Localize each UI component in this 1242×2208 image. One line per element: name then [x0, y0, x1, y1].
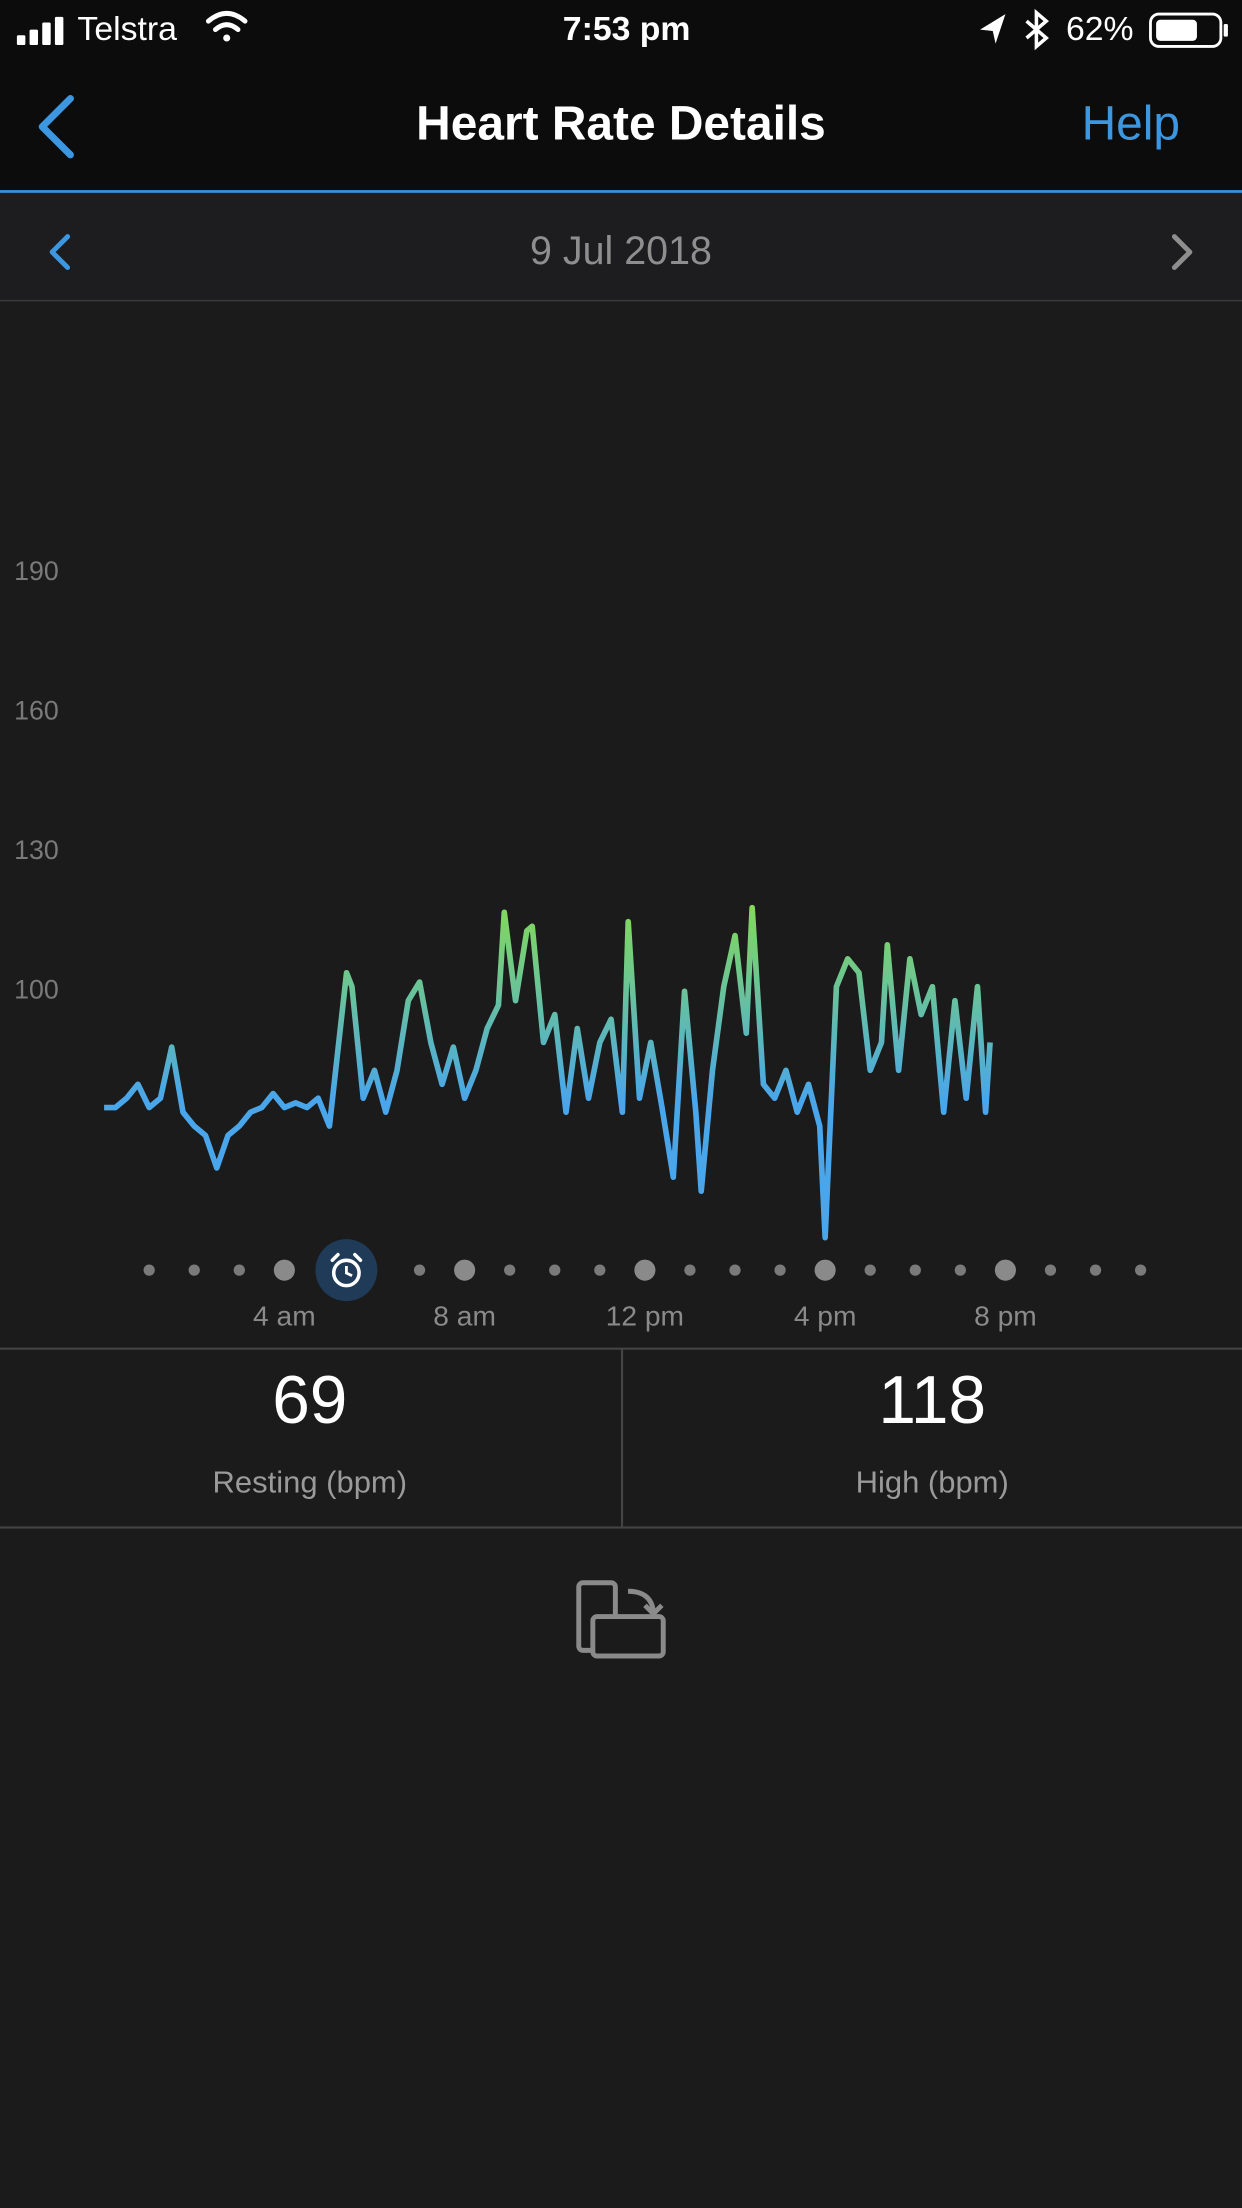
x-tick-label: 8 pm — [974, 1300, 1037, 1331]
bluetooth-icon — [1025, 8, 1049, 51]
chart: 100 130 160 190 4 am 8 am 12 pm 4 pm 8 pm — [14, 556, 1147, 1331]
hour-dot — [909, 1264, 921, 1276]
x-tick-dot — [273, 1259, 295, 1281]
date: 9 Jul 2018 — [530, 229, 712, 273]
previous-day[interactable] — [49, 234, 71, 271]
stats-divider-top — [0, 1347, 1242, 1350]
heart-rate-line — [104, 904, 993, 1241]
hour-dot — [549, 1264, 561, 1276]
y-tick-label: 100 — [14, 974, 59, 1004]
high-value: 118 — [878, 1363, 986, 1438]
next-day[interactable] — [1171, 234, 1193, 271]
x-tick-label: 8 am — [433, 1300, 496, 1331]
hour-dot — [684, 1264, 696, 1276]
x-tick-dot — [994, 1259, 1016, 1281]
wifi-icon — [205, 10, 248, 42]
hour-dot — [1134, 1264, 1147, 1276]
x-tick-dot — [454, 1259, 476, 1281]
hour-dot — [188, 1264, 200, 1276]
battery-percent: 62% — [1066, 10, 1134, 48]
clock: 7:53 pm — [563, 10, 691, 48]
hour-dot — [864, 1264, 876, 1276]
signal-icon — [16, 16, 64, 46]
hour-dot — [233, 1264, 245, 1276]
stats-divider-bottom — [0, 1526, 1242, 1529]
x-tick-label: 12 pm — [606, 1300, 684, 1331]
battery-icon — [1149, 12, 1228, 48]
hour-dot — [774, 1264, 786, 1276]
x-tick-label: 4 am — [253, 1300, 316, 1331]
back-button[interactable] — [38, 95, 74, 159]
hour-dot — [413, 1264, 426, 1276]
location-icon — [980, 14, 1006, 44]
y-tick-label: 160 — [14, 696, 59, 726]
y-tick-label: 190 — [14, 556, 59, 586]
hour-dot — [143, 1264, 155, 1276]
date-bar — [0, 192, 1242, 300]
nav-title: Heart Rate Details — [416, 97, 826, 150]
rotate-icon[interactable] — [576, 1580, 666, 1659]
y-tick-label: 130 — [14, 835, 59, 865]
carrier: Telstra — [77, 10, 177, 48]
hour-dot — [729, 1264, 741, 1276]
hour-dot — [1044, 1264, 1057, 1276]
high-label: High (bpm) — [856, 1464, 1009, 1499]
resting-label: Resting (bpm) — [213, 1464, 407, 1499]
nav-divider — [0, 190, 1242, 193]
resting-value: 69 — [272, 1363, 347, 1438]
hour-dot — [594, 1264, 606, 1276]
date-divider — [0, 299, 1242, 302]
hour-dot — [954, 1264, 966, 1276]
hour-dot — [504, 1264, 516, 1276]
x-tick-dot — [634, 1259, 656, 1281]
x-tick-label: 4 pm — [794, 1300, 857, 1331]
help-button[interactable]: Help — [1082, 97, 1180, 150]
x-tick-dot — [814, 1259, 836, 1281]
stats-divider-middle — [621, 1349, 624, 1528]
hour-dot — [1089, 1264, 1102, 1276]
wake-marker[interactable] — [315, 1239, 378, 1302]
